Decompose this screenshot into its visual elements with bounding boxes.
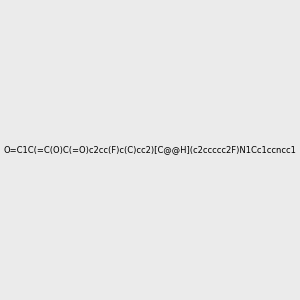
Text: O=C1C(=C(O)C(=O)c2cc(F)c(C)cc2)[C@@H](c2ccccc2F)N1Cc1ccncc1: O=C1C(=C(O)C(=O)c2cc(F)c(C)cc2)[C@@H](c2… — [4, 146, 296, 154]
